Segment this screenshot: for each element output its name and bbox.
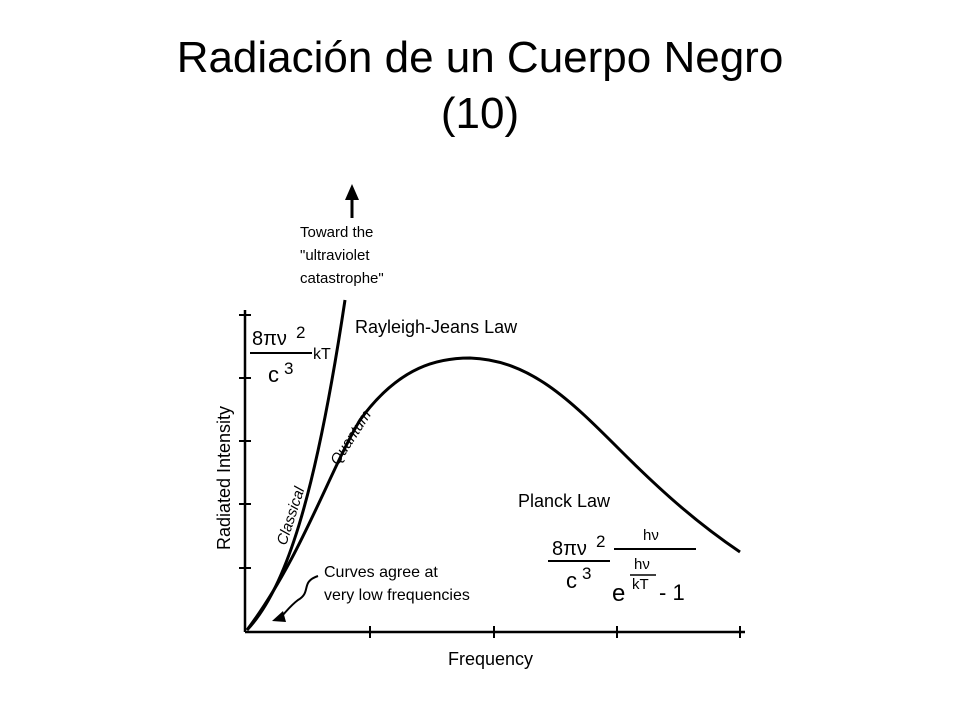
planck-minus-one: - 1 (659, 580, 685, 605)
agreement-note: Curves agree at very low frequencies (324, 564, 470, 604)
slide-title-line-1: Radiación de un Cuerpo Negro (176, 33, 784, 82)
planck-numerator-exponent: 2 (596, 532, 605, 551)
planck-label: Planck Law (518, 491, 611, 511)
rayleigh-jeans-label: Rayleigh-Jeans Law (355, 317, 518, 337)
x-axis-label: Frequency (448, 649, 533, 669)
y-axis-label: Radiated Intensity (214, 406, 234, 550)
planck-denominator: c (566, 568, 577, 593)
planck-exp-denominator: kT (632, 576, 649, 593)
catastrophe-note: Toward the "ultraviolet catastrophe" (300, 224, 384, 287)
planck-frac-numerator: hν (643, 527, 659, 544)
catastrophe-note-line: catastrophe" (300, 270, 384, 287)
planck-exp-numerator: hν (634, 556, 650, 573)
agreement-note-line: Curves agree at (324, 564, 438, 581)
up-arrow-icon (345, 184, 359, 218)
planck-numerator: 8πν (552, 538, 587, 560)
planck-exp-base: e (612, 580, 625, 607)
rj-denominator-exponent: 3 (284, 359, 293, 378)
squiggle-arrow-icon (272, 575, 319, 622)
catastrophe-note-line: "ultraviolet (300, 247, 370, 264)
rj-numerator-exponent: 2 (296, 323, 305, 342)
rj-factor: kT (313, 346, 331, 363)
planck-formula: 8πν 2 c 3 hν hν kT e - 1 (548, 527, 696, 607)
planck-denominator-exponent: 3 (582, 564, 591, 583)
x-axis-ticks (369, 626, 741, 638)
rj-numerator: 8πν (252, 328, 287, 350)
slide-title: Radiación de un Cuerpo Negro (10) (0, 30, 960, 142)
rayleigh-jeans-formula: 8πν 2 c 3 kT (250, 323, 331, 387)
rj-denominator: c (268, 362, 279, 387)
catastrophe-note-line: Toward the (300, 224, 373, 241)
y-axis-ticks (239, 314, 251, 569)
agreement-note-line: very low frequencies (324, 587, 470, 604)
slide-title-line-2: (10) (440, 89, 520, 138)
quantum-label: Quantum (327, 407, 375, 468)
planck-curve (245, 356, 741, 631)
